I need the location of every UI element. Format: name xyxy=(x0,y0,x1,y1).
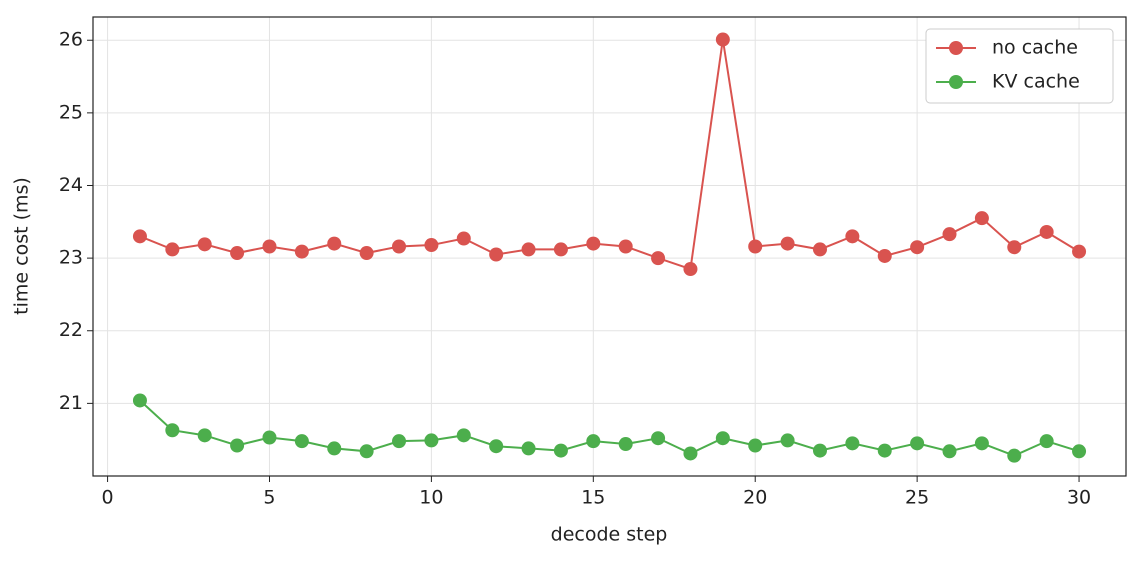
data-point xyxy=(586,434,601,449)
y-tick-label: 24 xyxy=(59,174,83,196)
data-point xyxy=(748,239,763,254)
data-point xyxy=(910,436,925,451)
data-point xyxy=(910,240,925,255)
data-point xyxy=(877,443,892,458)
data-point xyxy=(230,438,245,453)
x-tick-label: 20 xyxy=(743,487,767,509)
data-point xyxy=(586,236,601,251)
y-tick-label: 22 xyxy=(59,319,83,341)
data-point xyxy=(553,242,568,257)
x-tick-label: 5 xyxy=(263,487,275,509)
legend-label: no cache xyxy=(992,37,1078,59)
data-point xyxy=(942,444,957,459)
data-point xyxy=(812,242,827,257)
data-point xyxy=(748,438,763,453)
data-point xyxy=(683,262,698,277)
data-point xyxy=(489,439,504,454)
legend-label: KV cache xyxy=(992,71,1080,93)
data-point xyxy=(327,441,342,456)
y-tick-label: 25 xyxy=(59,101,83,123)
data-point xyxy=(132,393,147,408)
data-point xyxy=(197,237,212,252)
data-point xyxy=(165,423,180,438)
data-point xyxy=(230,246,245,261)
data-point xyxy=(456,231,471,246)
data-point xyxy=(424,238,439,253)
data-point xyxy=(683,446,698,461)
legend-marker xyxy=(949,41,963,55)
data-point xyxy=(1072,244,1087,259)
data-point xyxy=(359,444,374,459)
data-point xyxy=(165,242,180,257)
data-point xyxy=(327,236,342,251)
data-point xyxy=(845,436,860,451)
data-point xyxy=(715,32,730,47)
data-point xyxy=(877,248,892,263)
x-axis-label: decode step xyxy=(551,524,668,546)
data-point xyxy=(262,239,277,254)
data-point xyxy=(424,433,439,448)
data-point xyxy=(132,229,147,244)
data-point xyxy=(780,236,795,251)
legend-marker xyxy=(949,75,963,89)
data-point xyxy=(294,434,309,449)
data-point xyxy=(974,436,989,451)
y-tick-label: 21 xyxy=(59,392,83,414)
plot-frame xyxy=(92,16,1127,477)
x-tick-label: 30 xyxy=(1067,487,1091,509)
data-point xyxy=(392,239,407,254)
data-point xyxy=(651,251,666,266)
x-tick-label: 15 xyxy=(581,487,605,509)
y-tick-label: 26 xyxy=(59,29,83,51)
data-point xyxy=(456,428,471,443)
data-point xyxy=(974,211,989,226)
y-tick-label: 23 xyxy=(59,247,83,269)
data-point xyxy=(553,443,568,458)
data-point xyxy=(618,239,633,254)
data-point xyxy=(359,246,374,261)
data-point xyxy=(392,434,407,449)
data-point xyxy=(197,428,212,443)
data-point xyxy=(521,441,536,456)
data-point xyxy=(521,242,536,257)
data-point xyxy=(942,227,957,242)
data-point xyxy=(845,229,860,244)
data-point xyxy=(618,437,633,452)
data-point xyxy=(262,430,277,445)
data-point xyxy=(1007,240,1022,255)
data-point xyxy=(489,247,504,262)
x-tick-label: 25 xyxy=(905,487,929,509)
data-point xyxy=(1072,444,1087,459)
data-point xyxy=(1039,224,1054,239)
x-tick-label: 10 xyxy=(419,487,443,509)
data-point xyxy=(1007,448,1022,463)
data-point xyxy=(294,244,309,259)
data-point xyxy=(651,431,666,446)
data-point xyxy=(780,433,795,448)
x-tick-label: 0 xyxy=(102,487,114,509)
y-axis-label: time cost (ms) xyxy=(11,177,33,315)
data-point xyxy=(715,431,730,446)
data-point xyxy=(812,443,827,458)
data-point xyxy=(1039,434,1054,449)
